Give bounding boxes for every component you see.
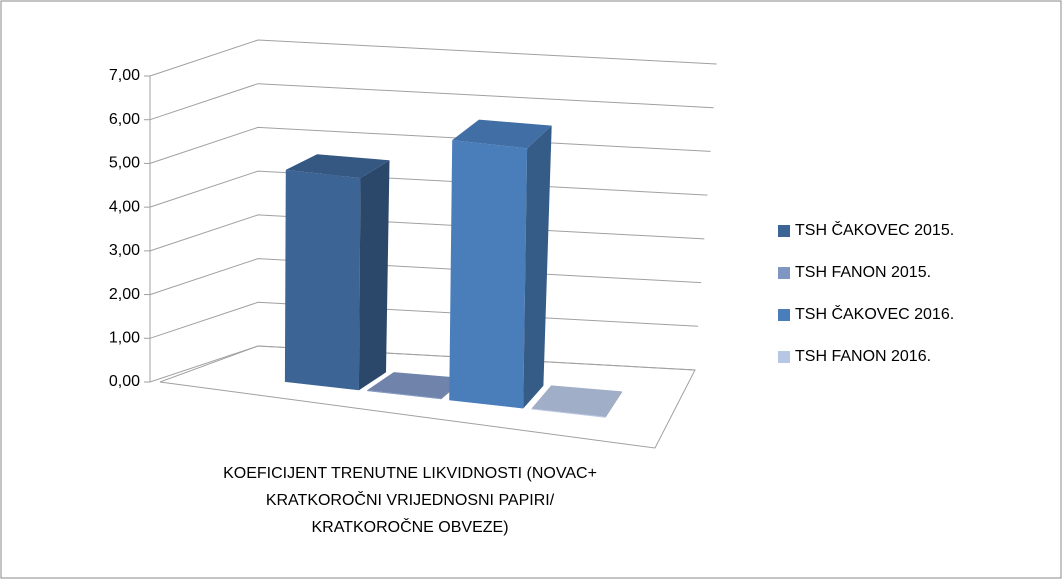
- legend-swatch: [778, 267, 790, 279]
- bar-side: [523, 125, 552, 409]
- bar-front: [449, 140, 528, 409]
- bar-front: [284, 169, 361, 391]
- legend-label: TSH FANON 2015.: [795, 264, 931, 281]
- bar-front: [367, 390, 442, 400]
- y-tick-label: 5,00: [109, 155, 140, 172]
- grid-line: [149, 214, 705, 252]
- y-tick-label: 2,00: [109, 286, 140, 303]
- y-tick-label: 1,00: [109, 330, 140, 347]
- y-tick-label: 3,00: [109, 242, 140, 259]
- y-tick-label: 6,00: [109, 111, 140, 128]
- y-tick-label: 0,00: [109, 373, 140, 390]
- legend-label: TSH ČAKOVEC 2016.: [795, 304, 954, 323]
- bar-front: [531, 408, 606, 418]
- grid-line: [149, 39, 717, 77]
- legend-swatch: [778, 309, 790, 321]
- legend-label: TSH ČAKOVEC 2015.: [795, 220, 954, 239]
- legend-swatch: [778, 225, 790, 237]
- grid-line: [149, 258, 702, 296]
- grid-line: [149, 126, 711, 164]
- bar-top: [367, 372, 465, 399]
- bar-top: [531, 385, 622, 417]
- grid-line: [149, 170, 708, 208]
- grid-line: [149, 301, 699, 339]
- bar-top: [285, 154, 390, 179]
- legend-label: TSH FANON 2016.: [795, 348, 931, 365]
- legend-swatch: [778, 351, 790, 363]
- grid-line: [149, 83, 714, 121]
- bar-top: [452, 119, 552, 149]
- bar-side: [605, 391, 622, 418]
- y-tick-label: 4,00: [109, 198, 140, 215]
- grid-line: [149, 345, 696, 383]
- y-tick-label: 7,00: [109, 67, 140, 84]
- category-label: KOEFICIJENT TRENUTNE LIKVIDNOSTI (NOVAC+…: [223, 465, 597, 536]
- bar-side: [358, 160, 390, 391]
